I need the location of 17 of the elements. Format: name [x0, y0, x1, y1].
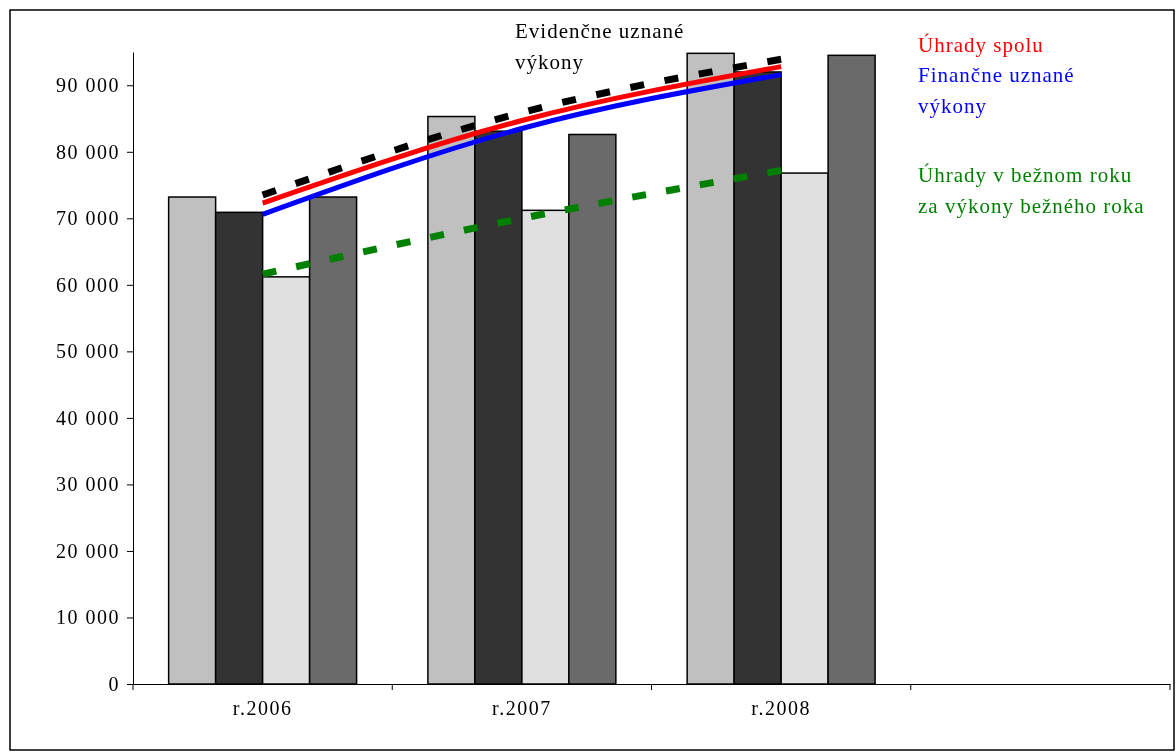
y-tick-label: 0	[108, 672, 120, 695]
y-tick-label: 90 000	[56, 74, 120, 97]
y-tick-label: 20 000	[56, 539, 120, 562]
text: Finančne uznané výkony	[918, 63, 1075, 118]
y-tick-label: 40 000	[56, 406, 120, 429]
y-tick-label: 70 000	[56, 207, 120, 230]
series-label: Evidenčne uznané výkony	[515, 19, 685, 74]
text: Úhrady v bežnom roku za výkony bežného roka	[918, 163, 1145, 218]
y-tick-label: 50 000	[56, 340, 120, 363]
text: Úhrady spolu	[918, 33, 1044, 57]
x-tick-label: r.2008	[751, 697, 811, 719]
y-tick-label: 30 000	[56, 473, 120, 496]
y-tick-label: 10 000	[56, 606, 120, 629]
y-tick-label: 60 000	[56, 273, 120, 296]
x-tick-label: r.2007	[492, 697, 552, 719]
x-tick-label: r.2006	[232, 697, 293, 719]
y-tick-label: 80 000	[56, 140, 120, 163]
